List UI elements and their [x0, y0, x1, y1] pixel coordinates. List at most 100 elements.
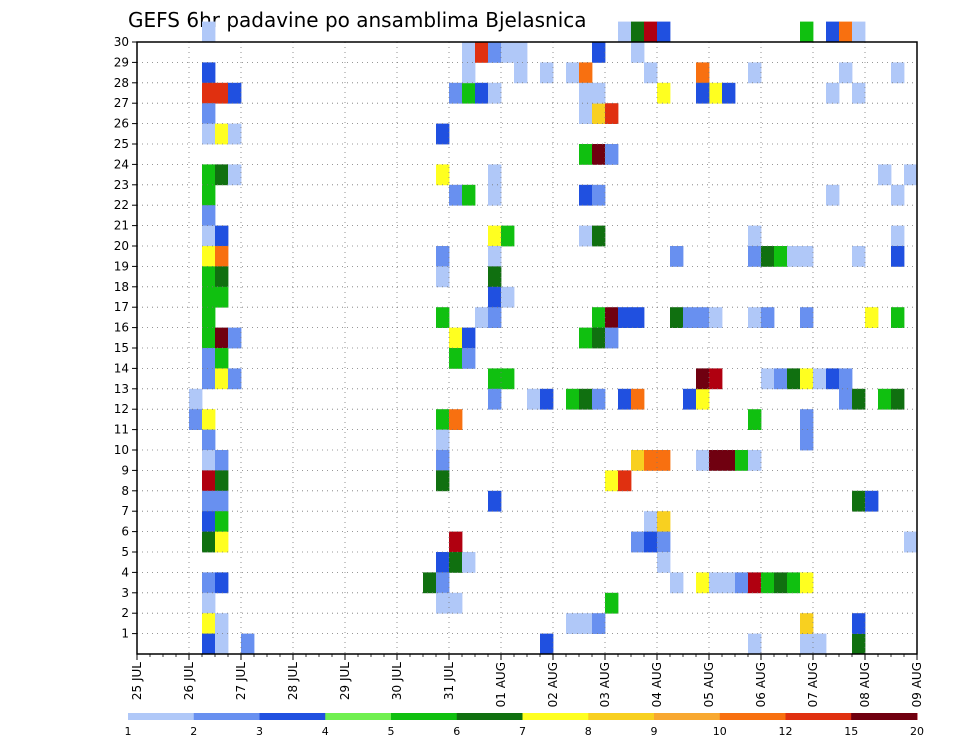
x-tick-label: 30 JUL	[390, 662, 404, 700]
colorbar-swatch	[325, 713, 392, 720]
colorbar-label: 8	[585, 725, 592, 738]
heatmap-cell	[202, 62, 216, 84]
y-tick-label: 24	[114, 157, 129, 171]
heatmap-cell	[488, 388, 502, 410]
heatmap-cell	[215, 572, 229, 594]
heatmap-cell	[215, 164, 229, 186]
y-tick-label: 10	[114, 443, 129, 457]
colorbar-label: 6	[453, 725, 460, 738]
heatmap-cell	[202, 327, 216, 349]
colorbar-swatch	[588, 713, 655, 720]
heatmap-cell	[566, 613, 580, 634]
colorbar-label: 10	[713, 725, 727, 738]
heatmap-cell	[488, 307, 502, 328]
heatmap-cell	[202, 286, 216, 308]
y-tick-label: 11	[114, 423, 129, 437]
heatmap-cell	[488, 225, 502, 247]
heatmap-cell	[891, 307, 905, 328]
heatmap-cell	[202, 307, 216, 328]
colorbar-legend: 1 2 3 4 5 6 7 8 9 10 12 15 20	[125, 713, 924, 738]
heatmap-cell	[202, 368, 216, 390]
heatmap-cell	[540, 62, 554, 84]
heatmap-cell	[202, 123, 216, 145]
heatmap-cell	[722, 82, 736, 104]
heatmap-cell	[449, 327, 463, 349]
heatmap-cell	[839, 62, 853, 84]
heatmap-cell	[488, 286, 502, 308]
heatmap-cell	[202, 103, 216, 124]
heatmap-cell	[579, 103, 593, 124]
x-tick-label: 27 JUL	[234, 662, 248, 700]
heatmap-cell	[579, 184, 593, 206]
heatmap-cell	[540, 633, 554, 655]
heatmap-cell	[631, 450, 645, 471]
heatmap-cell	[202, 266, 216, 288]
heatmap-cell	[709, 450, 723, 471]
heatmap-cell	[579, 144, 593, 165]
heatmap-cell	[722, 450, 736, 471]
heatmap-cell	[215, 266, 229, 288]
heatmap-cell	[852, 613, 866, 634]
heatmap-cell	[449, 82, 463, 104]
colorbar-swatch	[128, 713, 195, 720]
colorbar-label: 9	[651, 725, 658, 738]
heatmap-cell	[644, 511, 658, 532]
heatmap-cell	[202, 409, 216, 430]
heatmap-cell	[865, 490, 879, 512]
colorbar-label: 7	[519, 725, 526, 738]
heatmap-cell	[696, 307, 710, 328]
heatmap-cell	[813, 633, 827, 655]
heatmap-cell	[748, 225, 762, 247]
y-tick-label: 28	[114, 76, 129, 90]
heatmap-cell	[449, 409, 463, 430]
y-tick-label: 14	[114, 361, 129, 375]
heatmap-cell	[202, 348, 216, 369]
heatmap-cell	[800, 307, 814, 328]
heatmap-cell	[696, 572, 710, 594]
heatmap-cell	[215, 531, 229, 553]
heatmap-cell	[696, 62, 710, 84]
heatmap-cell	[423, 572, 437, 594]
heatmap-cell	[800, 429, 814, 451]
heatmap-cell	[592, 225, 606, 247]
heatmap-cell	[228, 123, 242, 145]
x-tick-label: 25 JUL	[130, 662, 144, 700]
heatmap-cell	[462, 184, 476, 206]
heatmap-cell	[215, 82, 229, 104]
heatmap-cell	[202, 633, 216, 655]
heatmap-cell	[202, 21, 216, 43]
heatmap-cell	[839, 21, 853, 43]
heatmap-cell	[748, 633, 762, 655]
heatmap-cell	[514, 42, 528, 63]
heatmap-cell	[709, 572, 723, 594]
heatmap-cell	[488, 266, 502, 288]
heatmap-cell	[592, 184, 606, 206]
y-tick-label: 22	[114, 198, 129, 212]
heatmap-cell	[488, 82, 502, 104]
y-tick-label: 19	[114, 259, 129, 273]
heatmap-cell	[475, 307, 489, 328]
heatmap-cell	[644, 531, 658, 553]
heatmap-cell	[436, 266, 450, 288]
heatmap-cell	[631, 42, 645, 63]
heatmap-cell	[501, 42, 515, 63]
y-axis-ticks: 1234567891011121314151617181920212223242…	[114, 35, 137, 641]
heatmap-cell	[592, 307, 606, 328]
colorbar-label: 5	[388, 725, 395, 738]
y-tick-label: 12	[114, 402, 129, 416]
heatmap-cell	[436, 307, 450, 328]
heatmap-cell	[878, 388, 892, 410]
colorbar-label: 4	[322, 725, 329, 738]
y-tick-label: 1	[121, 627, 129, 641]
heatmap-cell	[475, 82, 489, 104]
heatmap-cell	[800, 633, 814, 655]
y-tick-label: 13	[114, 382, 129, 396]
x-tick-label: 09 AUG	[910, 662, 924, 707]
heatmap-cell	[592, 82, 606, 104]
heatmap-cell	[696, 450, 710, 471]
y-tick-label: 20	[114, 239, 129, 253]
heatmap-cell	[696, 368, 710, 390]
heatmap-cell	[748, 572, 762, 594]
heatmap-cell	[800, 246, 814, 267]
heatmap-cell	[787, 368, 801, 390]
